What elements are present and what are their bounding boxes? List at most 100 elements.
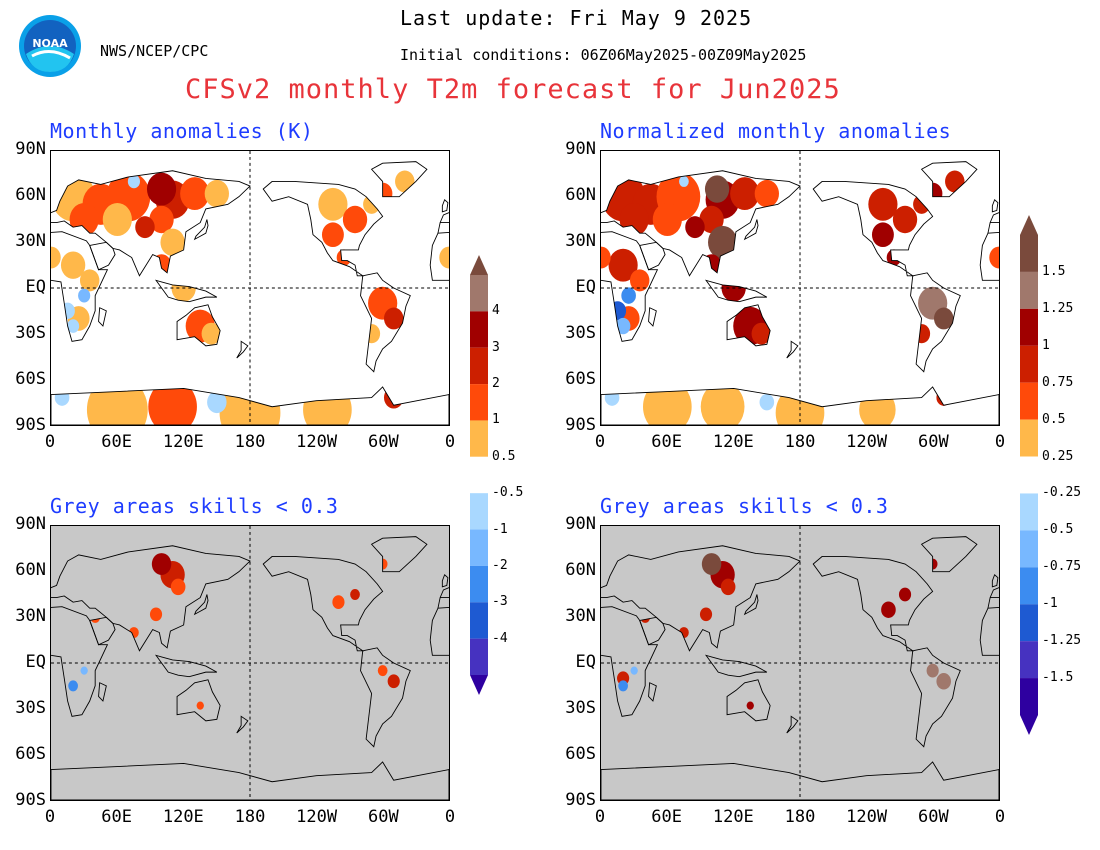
panel-title-normalized: Normalized monthly anomalies xyxy=(600,119,952,143)
colorbar-warm-segment xyxy=(1020,308,1038,346)
coastline-uk xyxy=(991,573,999,588)
lat-label: 90N xyxy=(565,139,596,159)
lon-label: 0 xyxy=(444,807,456,827)
coastline-madagascar xyxy=(648,307,657,327)
lat-label: 60S xyxy=(15,744,46,764)
anomaly-cell xyxy=(629,269,650,292)
panel-title-normalized-skill: Grey areas skills < 0.3 xyxy=(600,494,889,518)
lat-label: 30S xyxy=(565,698,596,718)
lon-label: 120E xyxy=(712,432,754,452)
coastline-africa xyxy=(601,231,659,342)
colorbar-neutral-segment xyxy=(470,456,488,494)
anomaly-cell xyxy=(160,228,185,257)
anomaly-cell xyxy=(652,203,682,236)
coastline-antarctica xyxy=(601,386,999,425)
coastline-japan xyxy=(743,594,759,616)
colorbar-warm-segment xyxy=(470,311,488,348)
anomaly-cell xyxy=(151,553,172,576)
last-update: Last update: Fri May 9 2025 xyxy=(400,6,753,30)
anomaly-cell xyxy=(149,205,174,234)
anomaly-cell xyxy=(615,317,631,335)
anomaly-cell xyxy=(704,175,730,203)
lon-label: 0 xyxy=(44,807,56,827)
coastline-namerica xyxy=(262,556,384,652)
colorbar-tick: -0.25 xyxy=(1042,485,1082,501)
anomaly-cell xyxy=(759,393,775,411)
lon-label: 0 xyxy=(994,807,1006,827)
anomaly-cell xyxy=(933,307,954,330)
coastline-namerica xyxy=(812,181,934,277)
anomaly-cell xyxy=(989,246,999,269)
anomaly-cell xyxy=(201,322,222,345)
lon-label: 60W xyxy=(917,432,949,452)
colorbar-cool-segment xyxy=(470,638,488,675)
coastline-australia xyxy=(176,679,221,722)
coastline-eurasia xyxy=(51,170,251,277)
colorbar-tick: -0.5 xyxy=(1042,522,1074,538)
lat-label: 90S xyxy=(565,790,596,810)
anomaly-cell xyxy=(135,216,155,239)
colorbar-tick: -1.5 xyxy=(1042,670,1074,686)
lat-label: EQ xyxy=(575,652,596,672)
anomaly-cell xyxy=(60,251,86,279)
colorbar-warm-segment xyxy=(1020,271,1038,309)
anomaly-cell xyxy=(746,701,754,710)
lat-label: 30N xyxy=(565,606,596,626)
anomaly-cell xyxy=(439,246,449,269)
anomaly-cell xyxy=(730,177,760,211)
colorbar-tick: 3 xyxy=(492,339,500,355)
map-panel-normalized-skill xyxy=(600,525,1000,801)
colorbar-tick: -0.5 xyxy=(492,485,524,501)
anomaly-cell xyxy=(608,248,638,282)
anomaly-cell xyxy=(700,382,745,425)
page-title: CFSv2 monthly T2m forecast for Jun2025 xyxy=(185,74,841,105)
anomaly-cell xyxy=(871,222,894,248)
lat-label: 60N xyxy=(15,560,46,580)
coastline-uk xyxy=(991,198,999,213)
colorbar-tick: 2 xyxy=(492,376,500,392)
anomaly-cell xyxy=(204,179,229,208)
map-panel-anomalies xyxy=(50,150,450,426)
coastline-greenland xyxy=(920,161,978,198)
lat-label: 60N xyxy=(565,185,596,205)
lon-label: 120W xyxy=(296,432,338,452)
coastline-japan xyxy=(193,219,209,241)
anomaly-cell xyxy=(350,589,360,600)
colorbar-cool-segment xyxy=(1020,604,1038,642)
anomaly-cell xyxy=(754,179,779,208)
anomaly-cell xyxy=(51,246,61,269)
lon-label: 60W xyxy=(917,807,949,827)
lon-label: 60E xyxy=(651,807,683,827)
colorbar-anomalies xyxy=(470,255,488,695)
anomaly-cell xyxy=(148,379,197,425)
anomaly-cell xyxy=(601,246,611,269)
colorbar-cool-segment xyxy=(470,493,488,530)
colorbar-tick: -1 xyxy=(492,521,508,537)
lon-label: 60W xyxy=(367,807,399,827)
lat-label: 60N xyxy=(15,185,46,205)
anomaly-cell xyxy=(78,288,91,303)
lat-label: 60N xyxy=(565,560,596,580)
lat-label: 30S xyxy=(15,323,46,343)
anomaly-cell xyxy=(67,319,80,333)
colorbar-tick: 0.5 xyxy=(492,448,516,464)
anomaly-cell xyxy=(751,322,772,345)
lon-label: 120W xyxy=(846,432,888,452)
coastline-eurasia xyxy=(51,545,251,652)
panel-title-anomalies-skill: Grey areas skills < 0.3 xyxy=(50,494,339,518)
anomaly-cell xyxy=(926,663,939,678)
panel-title-anomalies: Monthly anomalies (K) xyxy=(50,119,314,143)
lat-label: 30N xyxy=(15,231,46,251)
lon-label: 120W xyxy=(846,807,888,827)
coastline-antarctica xyxy=(601,761,999,800)
lat-label: 90N xyxy=(15,139,46,159)
coastline-madagascar xyxy=(98,307,107,327)
coastline-samerica xyxy=(910,272,961,373)
colorbar-cool-segment xyxy=(1020,493,1038,531)
coastline-arabia xyxy=(639,616,666,646)
colorbar-warm-segment xyxy=(1020,382,1038,420)
colorbar-tick: -1 xyxy=(1042,596,1058,612)
lat-label: 90S xyxy=(15,415,46,435)
coastline-greenland xyxy=(370,161,428,198)
colorbar-tick: 0.75 xyxy=(1042,374,1074,390)
